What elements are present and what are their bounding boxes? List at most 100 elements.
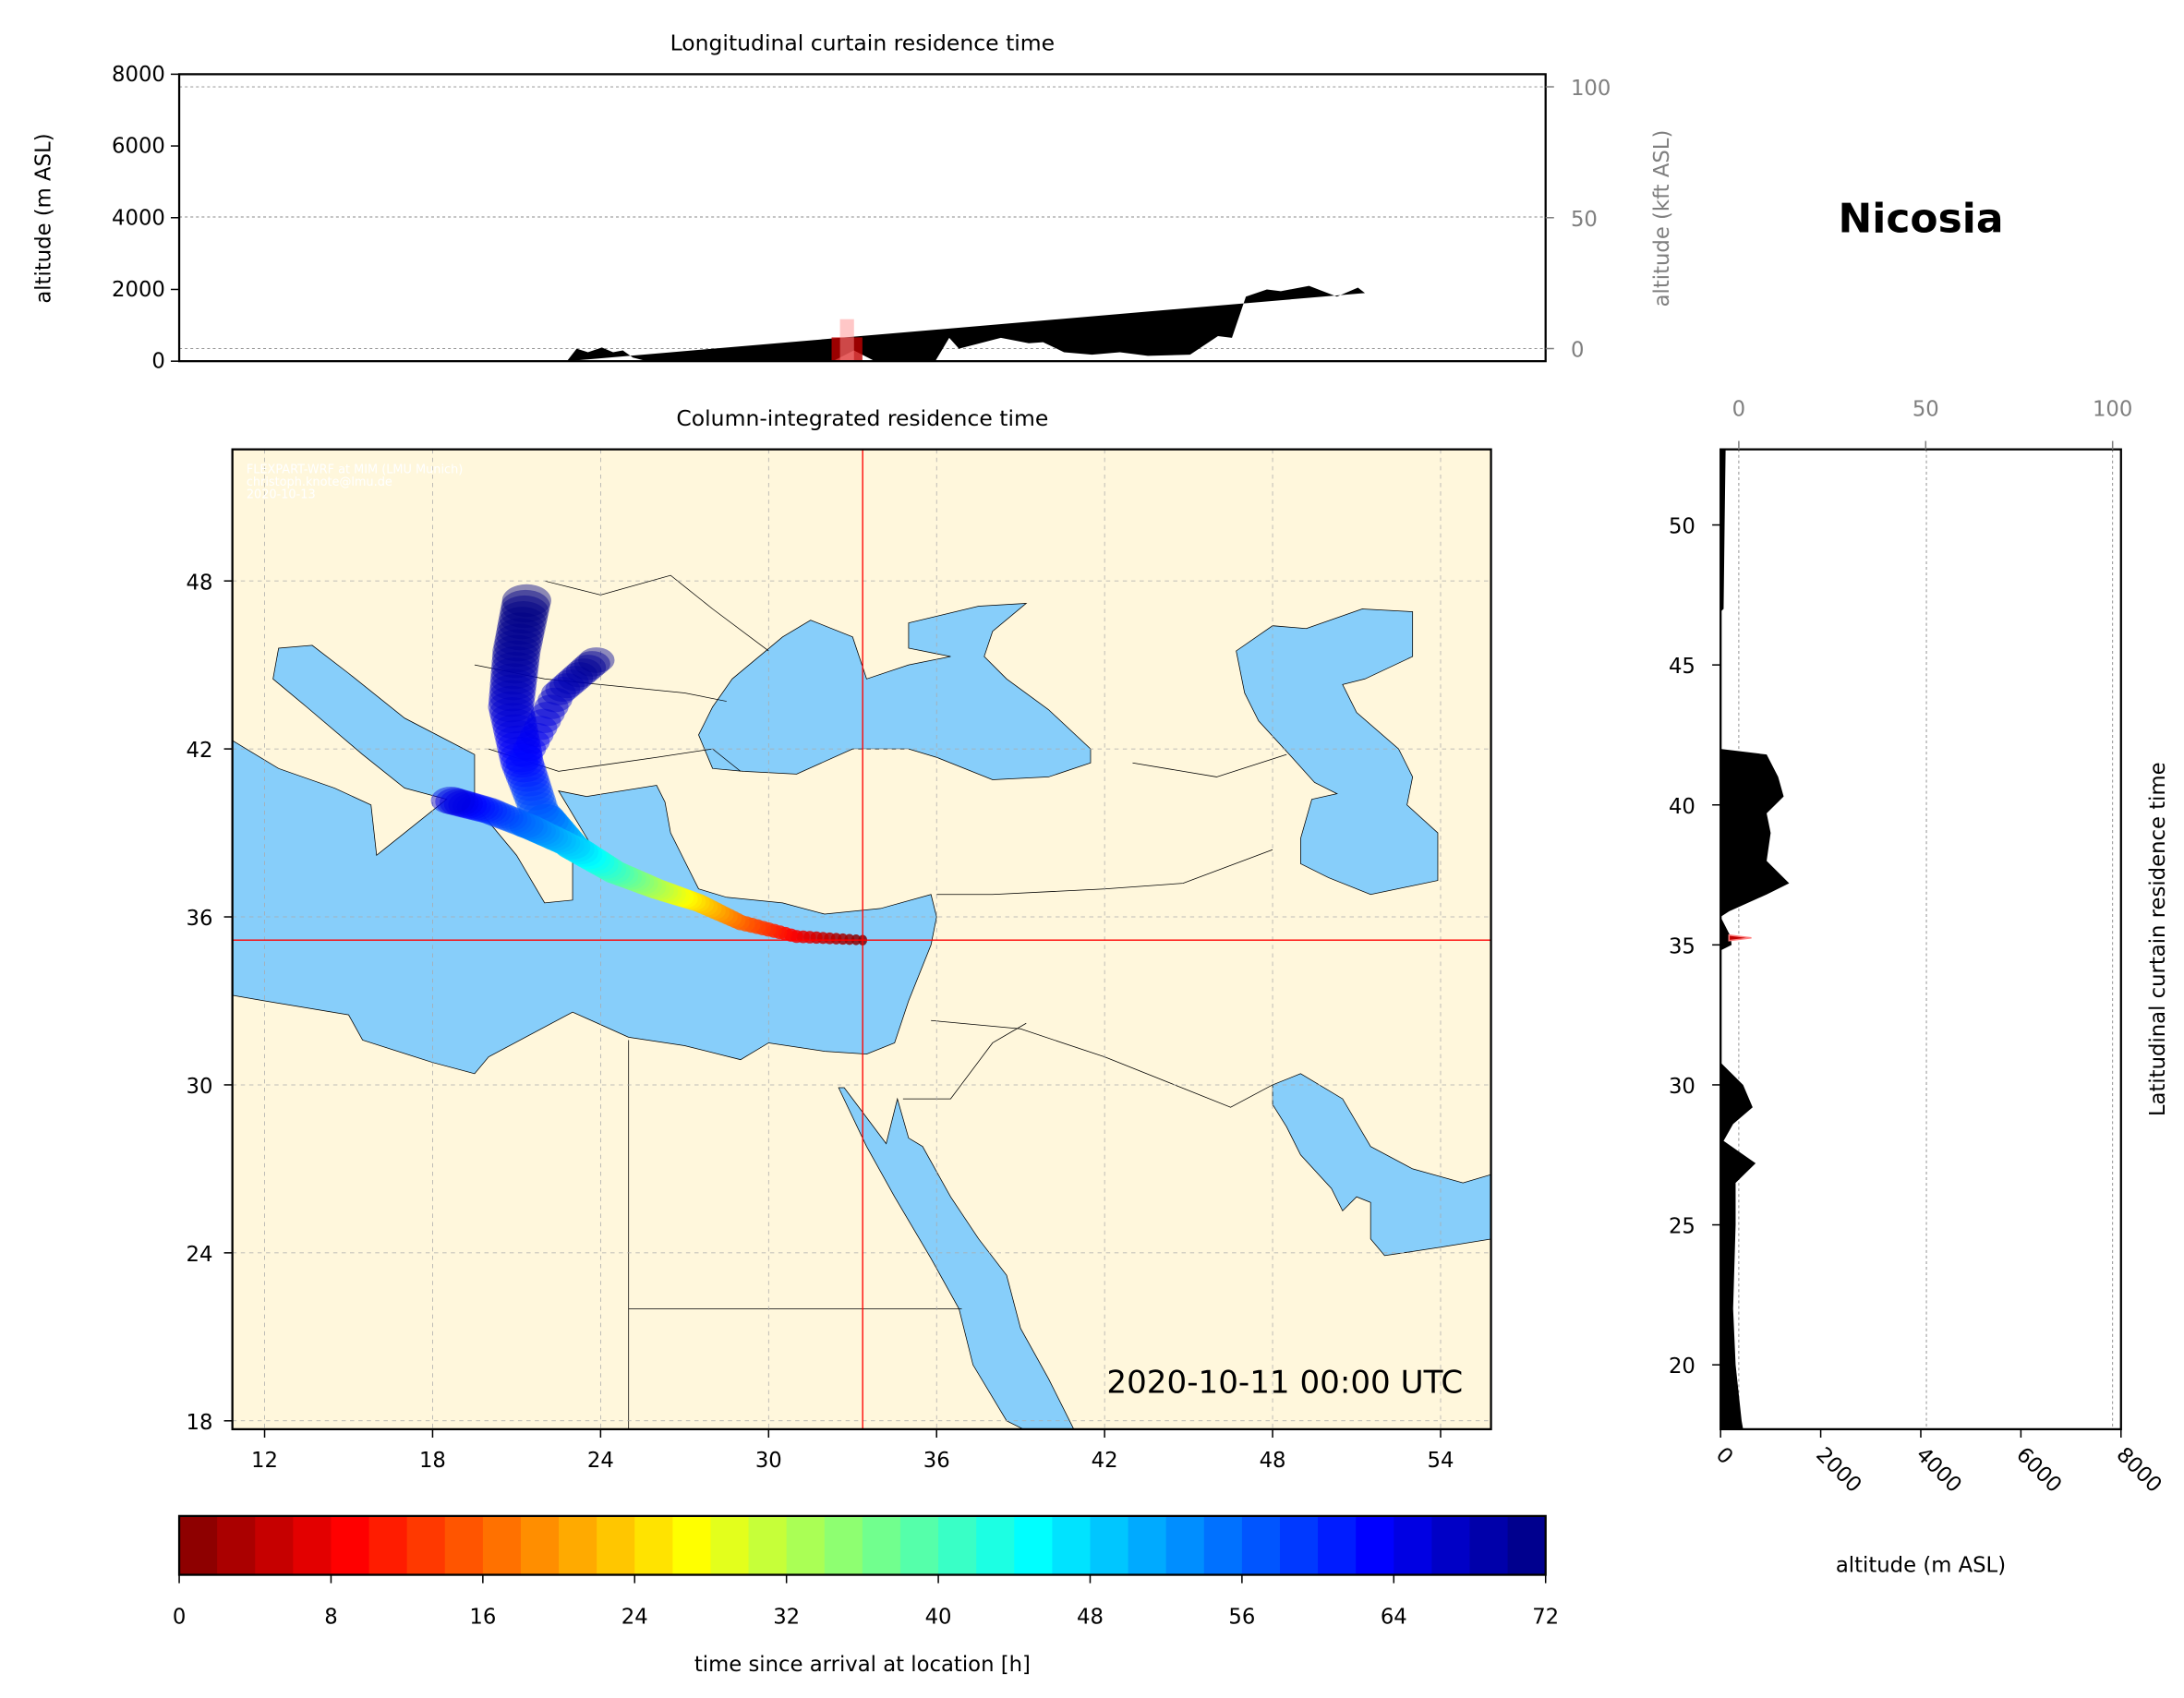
plume-segment: [452, 792, 491, 820]
latitudinal-curtain-panel: 20 25 30 35 40 45 50 0 2000 4000 6000 8000 0 50 100 La…: [1669, 397, 2170, 1577]
plume-segment: [549, 673, 585, 699]
watermark-line-3: 2020-10-13: [247, 488, 316, 502]
plume-segment: [439, 789, 479, 817]
colorbar-swatch: [559, 1515, 597, 1575]
colorbar-swatch: [1090, 1515, 1129, 1575]
country-border: [488, 748, 658, 772]
top-ylabel-left: altitude (m ASL): [32, 133, 56, 303]
plume-segment: [501, 589, 550, 623]
plume-segment: [483, 802, 520, 829]
plume-segment: [490, 652, 539, 684]
colorbar-tick-label: 40: [925, 1606, 952, 1630]
plume-segment: [541, 680, 576, 705]
lon-tick-label: 48: [1260, 1449, 1286, 1473]
country-border: [1132, 753, 1287, 777]
colorbar-tick-label: 64: [1381, 1606, 1407, 1630]
plume-segment: [435, 788, 476, 815]
colorbar-swatch: [1165, 1515, 1205, 1575]
sea-red: [838, 1087, 1075, 1429]
colorbar-tick-label: 48: [1077, 1606, 1104, 1630]
top-right-tick-label: 0: [1571, 339, 1584, 363]
sea-gulf: [1272, 1073, 1491, 1257]
lon-tick-label: 24: [587, 1449, 614, 1473]
watermark-line-2: christoph.knote@lmu.de: [247, 476, 392, 489]
colorbar-swatch: [293, 1515, 332, 1575]
colorbar-tick-label: 0: [173, 1606, 186, 1630]
top-left-tick-label: 8000: [112, 63, 165, 87]
colorbar-swatch: [634, 1515, 674, 1575]
colorbar-swatch: [406, 1515, 446, 1575]
top-left-tick-label: 0: [151, 350, 164, 374]
lon-tick-label: 18: [419, 1449, 446, 1473]
longitudinal-terrain: [566, 285, 1366, 362]
colorbar-swatch: [1203, 1515, 1243, 1575]
colorbar-tick-label: 8: [324, 1606, 337, 1630]
right-panel-frame: [1719, 448, 2122, 1431]
map-frame: [231, 448, 1492, 1431]
right-alt-tick-label: 4000: [1912, 1443, 1966, 1498]
plume-segment: [520, 722, 554, 747]
plume-segment: [526, 708, 561, 733]
colorbar-swatch: [597, 1515, 636, 1575]
colorbar-swatch: [1318, 1515, 1357, 1575]
colorbar-swatch: [1052, 1515, 1092, 1575]
country-border: [902, 1022, 1027, 1100]
right-lat-tick-label: 25: [1669, 1215, 1695, 1239]
country-border: [474, 664, 727, 702]
plume-segment: [430, 786, 471, 814]
plume-segment: [499, 742, 544, 773]
plume-segment: [489, 697, 536, 729]
colorbar-swatch: [1394, 1515, 1433, 1575]
plume-segment: [534, 694, 569, 719]
plume-segment: [513, 737, 547, 762]
plume-segment: [511, 777, 553, 806]
plume-segment: [514, 787, 557, 815]
plume-segment: [488, 685, 535, 717]
colorbar-swatch: [1128, 1515, 1167, 1575]
plume-segment: [490, 657, 538, 690]
plume-segment: [500, 810, 536, 836]
plume-segment: [561, 662, 597, 688]
plume-segment: [474, 799, 512, 825]
plume-segment: [509, 743, 543, 768]
top-right-tick-label: 50: [1571, 208, 1598, 232]
sea-caspian: [1236, 608, 1439, 896]
top-panel-frame: [177, 73, 1547, 363]
plume-residence: [430, 584, 868, 945]
right-alt-tick-label: 0: [1711, 1443, 1738, 1470]
lon-tick-label: 54: [1428, 1449, 1454, 1473]
right-alt-tick-label: 6000: [2011, 1443, 2066, 1498]
colorbar-swatch: [976, 1515, 1016, 1575]
plume-segment: [523, 716, 558, 741]
right-lat-tick-label: 40: [1669, 795, 1695, 819]
colorbar-tick-label: 72: [1532, 1606, 1559, 1630]
plume-segment: [500, 595, 549, 629]
lat-tick-label: 24: [186, 1243, 212, 1267]
lat-tick-label: 48: [186, 571, 212, 595]
plume-segment: [516, 729, 550, 754]
lat-tick-label: 18: [186, 1411, 212, 1435]
colorbar-swatch: [824, 1515, 863, 1575]
right-alt-tick-label: 8000: [2111, 1443, 2166, 1498]
right-lat-tick-label: 45: [1669, 655, 1695, 679]
plume-segment: [509, 772, 552, 801]
plume-segment: [492, 634, 541, 668]
map-timestamp: 2020-10-11 00:00 UTC: [1106, 1364, 1463, 1401]
colorbar-swatch: [938, 1515, 977, 1575]
colorbar-swatch: [1507, 1515, 1547, 1575]
plume-segment: [573, 651, 610, 677]
top-left-tick-label: 2000: [112, 278, 165, 302]
lat-tick-label: 42: [186, 739, 212, 763]
colorbar-swatch: [217, 1515, 257, 1575]
plume-segment: [545, 677, 581, 702]
plume-segment: [490, 703, 537, 734]
sea-med: [232, 644, 937, 1075]
plume-segment: [516, 791, 558, 820]
longitudinal-plume: [831, 319, 863, 362]
colorbar-swatch: [1014, 1515, 1054, 1575]
colorbar-tick-label: 56: [1228, 1606, 1255, 1630]
colorbar-swatch: [520, 1515, 560, 1575]
right-kft-tick-label: 0: [1732, 397, 1745, 421]
plume-column: [839, 319, 854, 362]
